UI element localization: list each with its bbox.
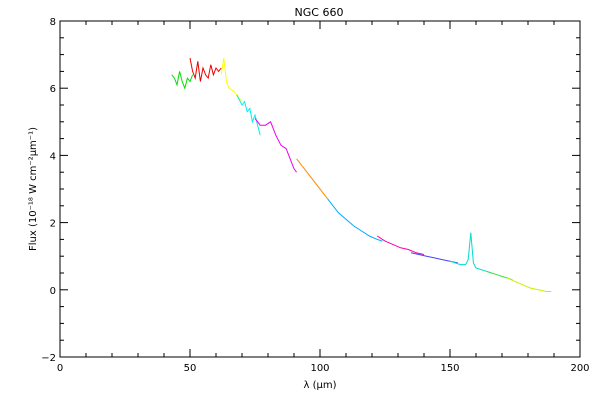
series-line-1 <box>171 71 194 90</box>
series-line-6 <box>296 158 329 200</box>
x-tick-label: 50 <box>184 363 197 374</box>
x-tick-label: 100 <box>310 363 329 374</box>
x-tick-label: 200 <box>570 363 589 374</box>
y-tick-label: 8 <box>50 17 56 28</box>
y-tick-label: −2 <box>41 353 56 364</box>
series-line-5 <box>254 118 297 173</box>
chart-title: NGC 660 <box>295 6 344 19</box>
y-tick-label: 4 <box>50 151 56 162</box>
series-line-4 <box>236 94 261 136</box>
series-layer <box>171 57 552 292</box>
x-axis-label: λ (μm) <box>303 380 336 391</box>
y-axis-label: Flux (10⁻¹⁸ W cm⁻²μm⁻¹) <box>28 127 39 251</box>
series-line-8 <box>376 235 425 255</box>
series-line-2 <box>189 57 222 82</box>
x-tick-label: 150 <box>440 363 459 374</box>
axis-ticks <box>59 20 581 358</box>
series-line-7 <box>327 198 383 242</box>
series-line-3 <box>220 57 243 102</box>
y-tick-label: 0 <box>50 286 56 297</box>
y-tick-label: 2 <box>50 219 56 230</box>
x-tick-label: 0 <box>57 363 63 374</box>
series-line-12 <box>507 277 552 292</box>
y-axis-label-group: Flux (10⁻¹⁸ W cm⁻²μm⁻¹) <box>28 127 39 251</box>
series-line-10 <box>449 232 492 274</box>
y-tick-label: 6 <box>50 84 56 95</box>
